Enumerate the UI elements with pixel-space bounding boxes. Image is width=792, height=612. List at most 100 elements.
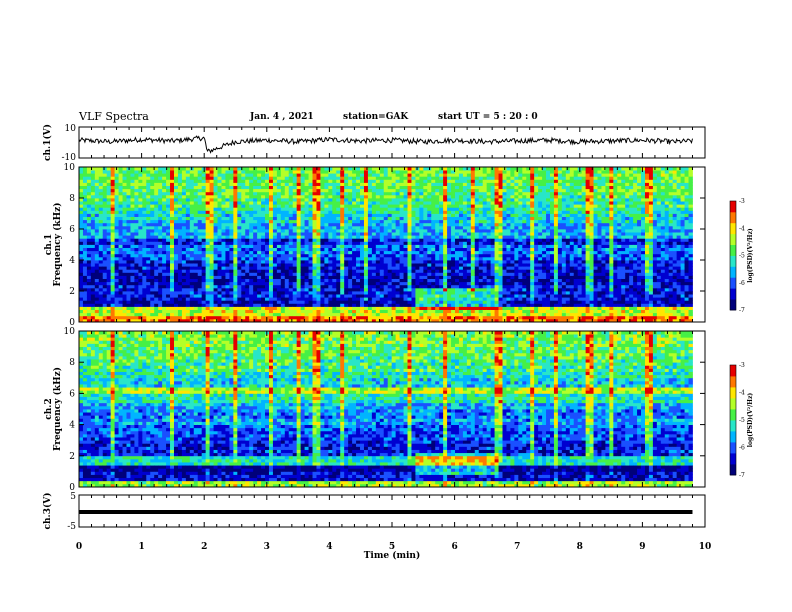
psd-cell bbox=[451, 194, 456, 199]
psd-cell bbox=[205, 306, 211, 310]
psd-cell bbox=[423, 241, 428, 245]
psd-cell bbox=[403, 315, 408, 320]
psd-cell bbox=[185, 198, 191, 202]
psd-cell bbox=[399, 315, 404, 320]
psd-cell bbox=[324, 272, 329, 276]
psd-cell bbox=[106, 244, 112, 248]
psd-cell bbox=[435, 188, 440, 193]
psd-cell bbox=[229, 176, 234, 180]
psd-cell bbox=[375, 173, 381, 177]
psd-cell bbox=[458, 260, 464, 264]
psd-cell bbox=[213, 188, 218, 193]
psd-cell bbox=[340, 306, 345, 310]
psd-cell bbox=[86, 207, 92, 211]
psd-cell bbox=[102, 294, 108, 298]
psd-cell bbox=[431, 281, 436, 286]
psd-cell bbox=[356, 241, 361, 245]
psd-cell bbox=[458, 198, 464, 202]
psd-cell bbox=[249, 222, 254, 227]
psd-cell bbox=[356, 238, 361, 242]
psd-cell bbox=[324, 269, 329, 273]
psd-cell bbox=[375, 216, 381, 221]
psd-cell bbox=[217, 216, 222, 221]
psd-cell bbox=[106, 167, 112, 171]
psd-cell bbox=[82, 275, 88, 279]
psd-cell bbox=[193, 241, 199, 245]
psd-cell bbox=[387, 167, 393, 171]
psd-cell bbox=[86, 291, 92, 295]
psd-cell bbox=[344, 204, 349, 208]
psd-cell bbox=[261, 253, 266, 258]
psd-cell bbox=[395, 278, 400, 283]
psd-cell bbox=[387, 272, 393, 276]
psd-cell bbox=[379, 263, 385, 267]
psd-cell bbox=[126, 250, 131, 255]
psd-cell bbox=[209, 275, 214, 279]
psd-cell bbox=[360, 191, 365, 196]
psd-cell bbox=[356, 222, 361, 227]
psd-cell bbox=[280, 213, 286, 217]
psd-cell bbox=[411, 263, 416, 267]
psd-cell bbox=[237, 297, 242, 301]
psd-cell bbox=[94, 250, 100, 255]
psd-cell bbox=[134, 182, 139, 186]
psd-cell bbox=[427, 291, 432, 295]
psd-cell bbox=[94, 182, 100, 186]
psd-cell bbox=[312, 167, 317, 171]
psd-cell bbox=[268, 269, 274, 273]
psd-cell bbox=[455, 278, 460, 283]
psd-cell bbox=[431, 275, 436, 279]
psd-cell bbox=[395, 232, 400, 236]
psd-cell bbox=[225, 198, 230, 202]
psd-cell bbox=[205, 222, 211, 227]
psd-cell bbox=[185, 266, 191, 270]
psd-cell bbox=[288, 194, 294, 199]
psd-cell bbox=[217, 260, 222, 264]
psd-cell bbox=[181, 250, 187, 255]
psd-cell bbox=[221, 244, 226, 248]
psd-cell bbox=[395, 194, 400, 199]
psd-cell bbox=[356, 275, 361, 279]
psd-cell bbox=[280, 309, 286, 314]
psd-cell bbox=[403, 210, 408, 214]
psd-cell bbox=[447, 281, 452, 286]
psd-cell bbox=[90, 188, 96, 193]
psd-cell bbox=[415, 176, 420, 180]
psd-cell bbox=[193, 260, 199, 264]
psd-cell bbox=[162, 309, 167, 314]
psd-cell bbox=[443, 191, 448, 196]
psd-cell bbox=[399, 266, 404, 270]
psd-cell bbox=[300, 201, 305, 205]
psd-cell bbox=[201, 222, 207, 227]
psd-cell bbox=[102, 194, 108, 199]
psd-cell bbox=[126, 303, 131, 307]
psd-cell bbox=[363, 318, 369, 323]
psd-cell bbox=[158, 207, 163, 211]
psd-cell bbox=[142, 269, 147, 273]
psd-cell bbox=[367, 269, 373, 273]
psd-cell bbox=[462, 213, 468, 217]
psd-cell bbox=[316, 315, 321, 320]
psd-cell bbox=[261, 219, 266, 224]
psd-cell bbox=[201, 188, 207, 193]
psd-cell bbox=[241, 213, 246, 217]
psd-cell bbox=[209, 312, 214, 317]
psd-cell bbox=[241, 191, 246, 196]
psd-cell bbox=[435, 247, 440, 252]
psd-cell bbox=[371, 173, 377, 177]
psd-cell bbox=[455, 216, 460, 221]
psd-cell bbox=[82, 247, 88, 252]
psd-cell bbox=[173, 191, 179, 196]
psd-cell bbox=[360, 222, 365, 227]
psd-cell bbox=[205, 247, 211, 252]
psd-cell bbox=[181, 194, 187, 199]
psd-cell bbox=[411, 167, 416, 171]
psd-cell bbox=[94, 318, 100, 323]
psd-cell bbox=[197, 260, 203, 264]
psd-cell bbox=[130, 244, 135, 248]
psd-cell bbox=[209, 170, 214, 174]
psd-cell bbox=[419, 216, 424, 221]
psd-cell bbox=[379, 232, 385, 236]
psd-cell bbox=[352, 229, 357, 233]
psd-cell bbox=[272, 210, 278, 214]
